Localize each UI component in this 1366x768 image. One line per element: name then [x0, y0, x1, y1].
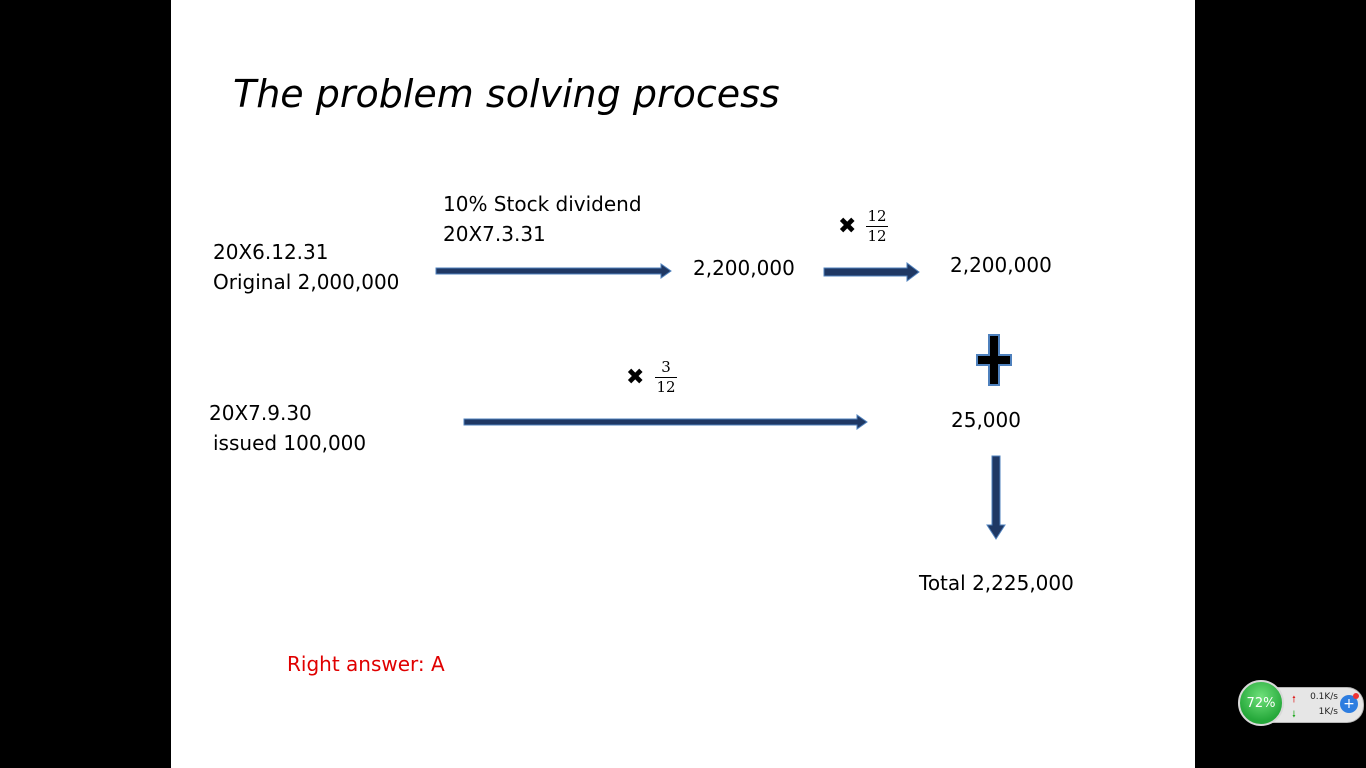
multiply-icon: ✖ — [838, 214, 857, 239]
battery-percent: 72% — [1246, 695, 1276, 711]
row1-arrow-2 — [823, 262, 920, 282]
download-speed: 1K/s — [1318, 707, 1338, 717]
notification-dot — [1353, 693, 1359, 699]
right-answer: Right answer: A — [287, 652, 445, 676]
row1-event-line2: 20X7.3.31 — [443, 222, 546, 246]
row2-weight-fraction: 3 12 — [655, 359, 677, 396]
row1-date: 20X6.12.31 — [213, 240, 329, 264]
upload-speed: 0.1K/s — [1310, 692, 1338, 702]
row1-event-line1: 10% Stock dividend — [443, 192, 642, 216]
row1-arrow-1 — [435, 263, 672, 279]
row2-weight-denominator: 12 — [656, 378, 676, 396]
row1-original: Original 2,000,000 — [213, 270, 400, 294]
row2-weight-numerator: 3 — [661, 358, 671, 376]
plus-icon — [976, 334, 1012, 386]
row1-weight-numerator: 12 — [867, 207, 887, 225]
down-arrow — [986, 455, 1006, 540]
row1-weight-fraction: 12 12 — [866, 208, 888, 245]
network-speed-widget[interactable]: 72% 🠕 0.1K/s 🠗 1K/s + — [1238, 680, 1366, 728]
slide-title: The problem solving process — [233, 72, 780, 116]
row1-result: 2,200,000 — [950, 253, 1052, 277]
slide: The problem solving process 20X6.12.31 O… — [171, 0, 1195, 768]
row2-result: 25,000 — [951, 408, 1021, 432]
battery-indicator[interactable]: 72% — [1238, 680, 1284, 726]
arrow-down-icon: 🠗 — [1292, 710, 1296, 720]
total-value: Total 2,225,000 — [919, 571, 1074, 595]
row1-weight-denominator: 12 — [867, 227, 887, 245]
row2-date: 20X7.9.30 — [209, 401, 312, 425]
arrow-up-icon: 🠕 — [1292, 695, 1296, 705]
row2-issued: issued 100,000 — [213, 431, 367, 455]
row2-arrow — [463, 414, 868, 430]
plus-icon[interactable]: + — [1340, 695, 1358, 713]
multiply-icon: ✖ — [626, 365, 645, 390]
row1-mid-value: 2,200,000 — [693, 256, 795, 280]
